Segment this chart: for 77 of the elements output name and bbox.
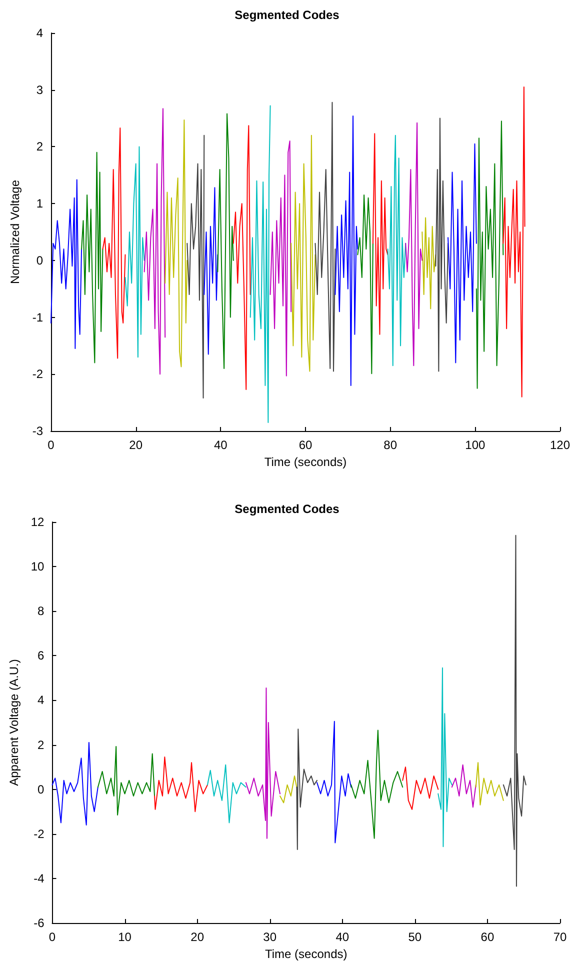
- line-series: [438, 667, 452, 848]
- y-tick-label: 0: [38, 782, 45, 796]
- x-tick-label: 70: [553, 930, 567, 944]
- y-axis-title: Normalized Voltage: [8, 180, 22, 284]
- line-series: [290, 134, 316, 372]
- x-tick-label: 20: [129, 438, 143, 452]
- y-tick-label: 2: [36, 140, 44, 154]
- line-series: [154, 756, 208, 812]
- y-tick-label: 4: [36, 26, 44, 40]
- x-tick-label: 40: [336, 930, 350, 944]
- line-series: [435, 118, 449, 372]
- y-tick-label: 6: [38, 648, 45, 663]
- line-series: [502, 534, 526, 887]
- x-tick-label: 60: [480, 930, 494, 944]
- line-series: [316, 720, 352, 844]
- y-tick-label: 10: [30, 560, 45, 574]
- line-series: [357, 194, 374, 374]
- x-tick-label: 20: [190, 930, 204, 944]
- chart-title: Segmented Codes: [234, 8, 340, 22]
- line-series: [296, 728, 318, 850]
- line-series: [334, 116, 358, 386]
- y-tick-label: 0: [36, 253, 44, 268]
- y-tick-label: -2: [32, 367, 44, 382]
- x-tick-label: 0: [48, 930, 56, 944]
- chart-title: Segmented Codes: [234, 502, 340, 516]
- y-axis-title: Apparent Voltage (A.U.): [7, 659, 21, 786]
- line-series: [405, 122, 423, 366]
- line-series: [280, 775, 298, 804]
- line-series: [102, 127, 126, 359]
- x-tick-label: 50: [408, 930, 422, 944]
- line-series: [314, 102, 336, 372]
- y-tick-label: 8: [38, 604, 45, 618]
- y-tick-label: 4: [38, 693, 45, 708]
- x-tick-label: 40: [214, 438, 228, 452]
- line-series: [475, 762, 504, 806]
- line-series: [217, 113, 234, 369]
- line-series: [144, 108, 166, 375]
- y-tick-label: 1: [36, 196, 44, 211]
- x-axis-title: Time (seconds): [264, 454, 347, 469]
- x-tick-label: 0: [48, 438, 55, 452]
- y-tick-label: 12: [30, 515, 45, 529]
- line-series: [206, 764, 246, 824]
- line-series: [387, 134, 406, 366]
- line-series: [422, 217, 436, 310]
- y-tick-label: -3: [32, 424, 44, 438]
- line-series: [81, 152, 104, 364]
- y-tick-label: -2: [34, 826, 45, 841]
- line-series: [451, 764, 476, 808]
- line-series: [372, 133, 388, 335]
- line-series: [124, 146, 145, 358]
- y-tick-label: -4: [34, 871, 45, 886]
- line-series: [50, 179, 82, 350]
- line-series: [186, 134, 205, 399]
- line-series: [502, 86, 526, 398]
- line-series: [164, 119, 188, 368]
- x-tick-label: 80: [384, 438, 398, 452]
- line-series: [250, 105, 271, 423]
- y-tick-label: -6: [34, 916, 45, 930]
- line-series: [204, 187, 218, 355]
- y-tick-label: 3: [36, 82, 44, 97]
- line-series: [270, 140, 292, 376]
- line-series: [476, 120, 504, 389]
- x-tick-label: 120: [550, 438, 570, 452]
- y-tick-label: 2: [38, 738, 45, 752]
- x-tick-label: 30: [263, 930, 277, 944]
- line-series: [245, 687, 281, 839]
- line-series: [232, 125, 251, 390]
- y-tick-label: -1: [32, 310, 44, 324]
- x-tick-label: 100: [465, 438, 486, 452]
- x-tick-label: 10: [118, 930, 132, 944]
- line-series: [52, 742, 98, 826]
- line-series: [350, 730, 404, 839]
- line-series: [97, 746, 156, 816]
- line-series: [402, 766, 439, 810]
- x-tick-label: 60: [298, 438, 312, 452]
- line-series: [448, 143, 477, 364]
- x-axis-title: Time (seconds): [265, 946, 348, 961]
